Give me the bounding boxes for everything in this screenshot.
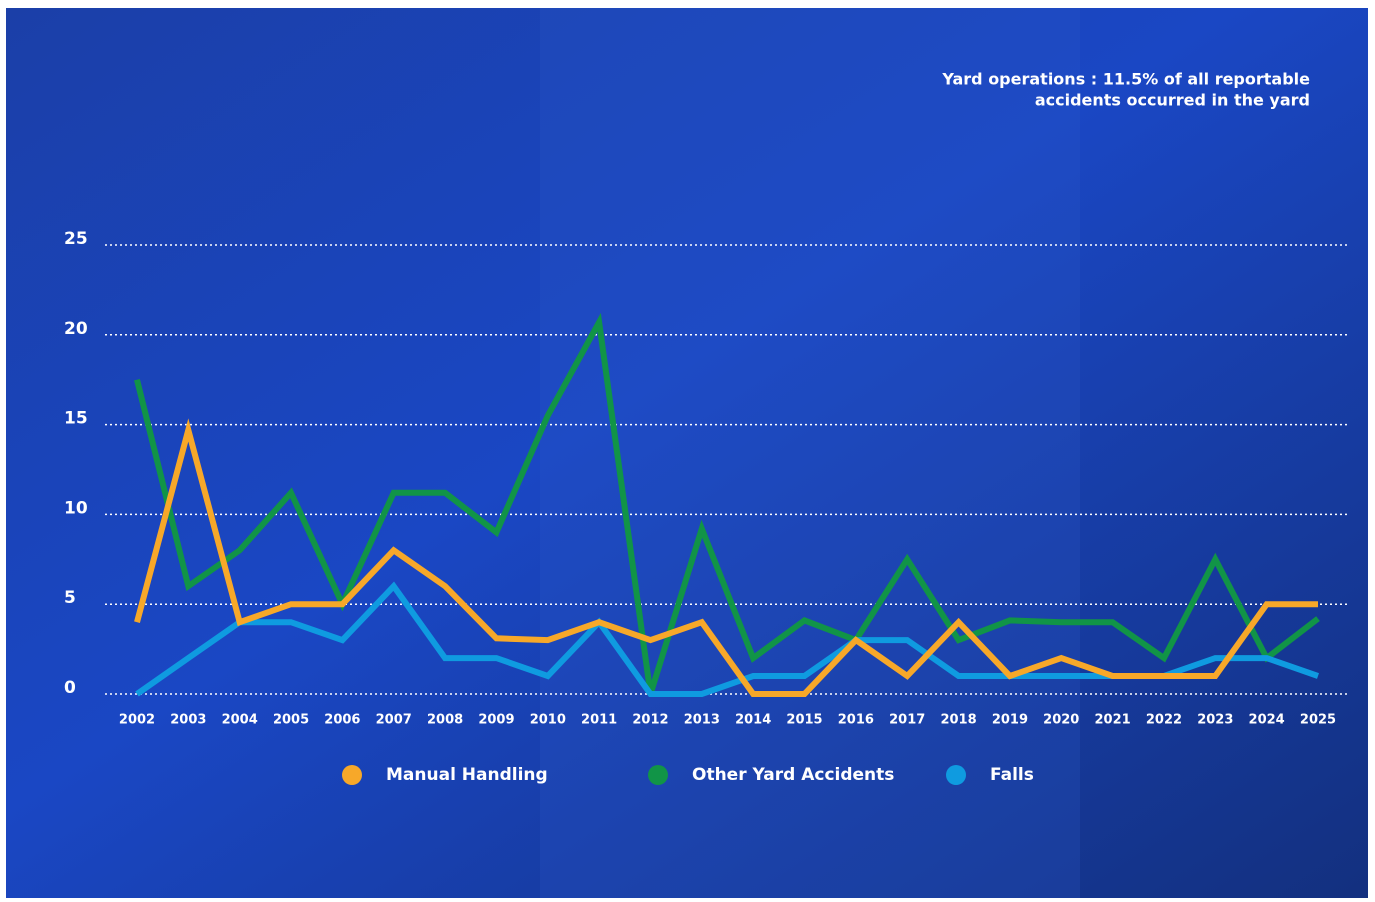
x-tick-label: 2018 bbox=[940, 713, 976, 728]
x-tick-label: 2015 bbox=[786, 713, 822, 728]
x-tick-label: 2019 bbox=[992, 713, 1028, 728]
x-tick-label: 2002 bbox=[119, 713, 155, 728]
x-tick-label: 2005 bbox=[273, 713, 309, 728]
page: {"chart_data": { "type": "line", "annota… bbox=[0, 0, 1375, 902]
x-tick-label: 2020 bbox=[1043, 713, 1079, 728]
annotation-line: accidents occurred in the yard bbox=[1035, 91, 1310, 110]
legend-marker bbox=[648, 765, 668, 785]
x-tick-label: 2010 bbox=[530, 713, 566, 728]
x-tick-label: 2007 bbox=[376, 713, 412, 728]
legend-label: Manual Handling bbox=[386, 765, 548, 785]
x-tick-label: 2024 bbox=[1249, 713, 1285, 728]
legend-label: Falls bbox=[990, 765, 1034, 785]
x-tick-label: 2009 bbox=[478, 713, 514, 728]
x-tick-label: 2004 bbox=[222, 713, 258, 728]
x-tick-label: 2017 bbox=[889, 713, 925, 728]
x-tick-label: 2006 bbox=[324, 713, 360, 728]
legend-marker bbox=[946, 765, 966, 785]
x-tick-label: 2011 bbox=[581, 713, 617, 728]
legend-label: Other Yard Accidents bbox=[692, 765, 894, 785]
y-tick-label: 10 bbox=[64, 498, 88, 518]
y-tick-label: 25 bbox=[64, 229, 88, 249]
y-tick-label: 5 bbox=[64, 588, 76, 608]
chart: Yard operations : 11.5% of all reportabl… bbox=[0, 0, 1375, 902]
x-tick-label: 2023 bbox=[1197, 713, 1233, 728]
x-tick-label: 2021 bbox=[1095, 713, 1131, 728]
legend-marker bbox=[342, 765, 362, 785]
x-tick-label: 2008 bbox=[427, 713, 463, 728]
x-tick-label: 2022 bbox=[1146, 713, 1182, 728]
x-tick-label: 2016 bbox=[838, 713, 874, 728]
x-tick-label: 2025 bbox=[1300, 713, 1336, 728]
y-tick-label: 0 bbox=[64, 678, 76, 698]
x-tick-label: 2003 bbox=[170, 713, 206, 728]
y-tick-label: 15 bbox=[64, 409, 88, 429]
x-tick-label: 2014 bbox=[735, 713, 771, 728]
y-tick-label: 20 bbox=[64, 319, 88, 339]
x-tick-label: 2012 bbox=[632, 713, 668, 728]
annotation-line: Yard operations : 11.5% of all reportabl… bbox=[941, 70, 1310, 89]
x-tick-label: 2013 bbox=[684, 713, 720, 728]
